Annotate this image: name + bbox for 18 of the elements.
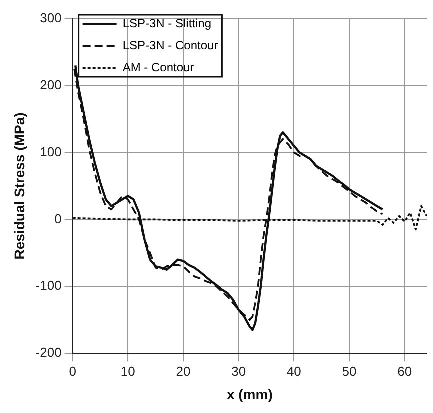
x-tick-label: 20: [176, 364, 191, 379]
x-tick-label: 30: [232, 364, 246, 379]
x-tick-label: 0: [69, 364, 76, 379]
y-axis-title: Residual Stress (MPa): [11, 112, 28, 260]
y-tick-label: 0: [54, 211, 62, 226]
x-tick-label: 50: [342, 364, 357, 379]
y-tick-label: -100: [36, 278, 62, 294]
x-tick-label: 40: [286, 364, 302, 379]
y-tick-label: 100: [40, 144, 62, 160]
x-axis-title: x (mm): [226, 386, 273, 402]
y-tick-label: 200: [40, 77, 62, 92]
legend-label: LSP-3N - Contour: [122, 38, 218, 52]
y-tick-label: -200: [36, 345, 62, 360]
legend-label: AM - Contour: [122, 60, 194, 74]
x-tick-label: 10: [120, 364, 136, 379]
y-tick-label: 300: [40, 10, 62, 26]
legend-label: LSP-3N - Slitting: [122, 16, 212, 30]
x-tick-label: 60: [398, 364, 412, 379]
